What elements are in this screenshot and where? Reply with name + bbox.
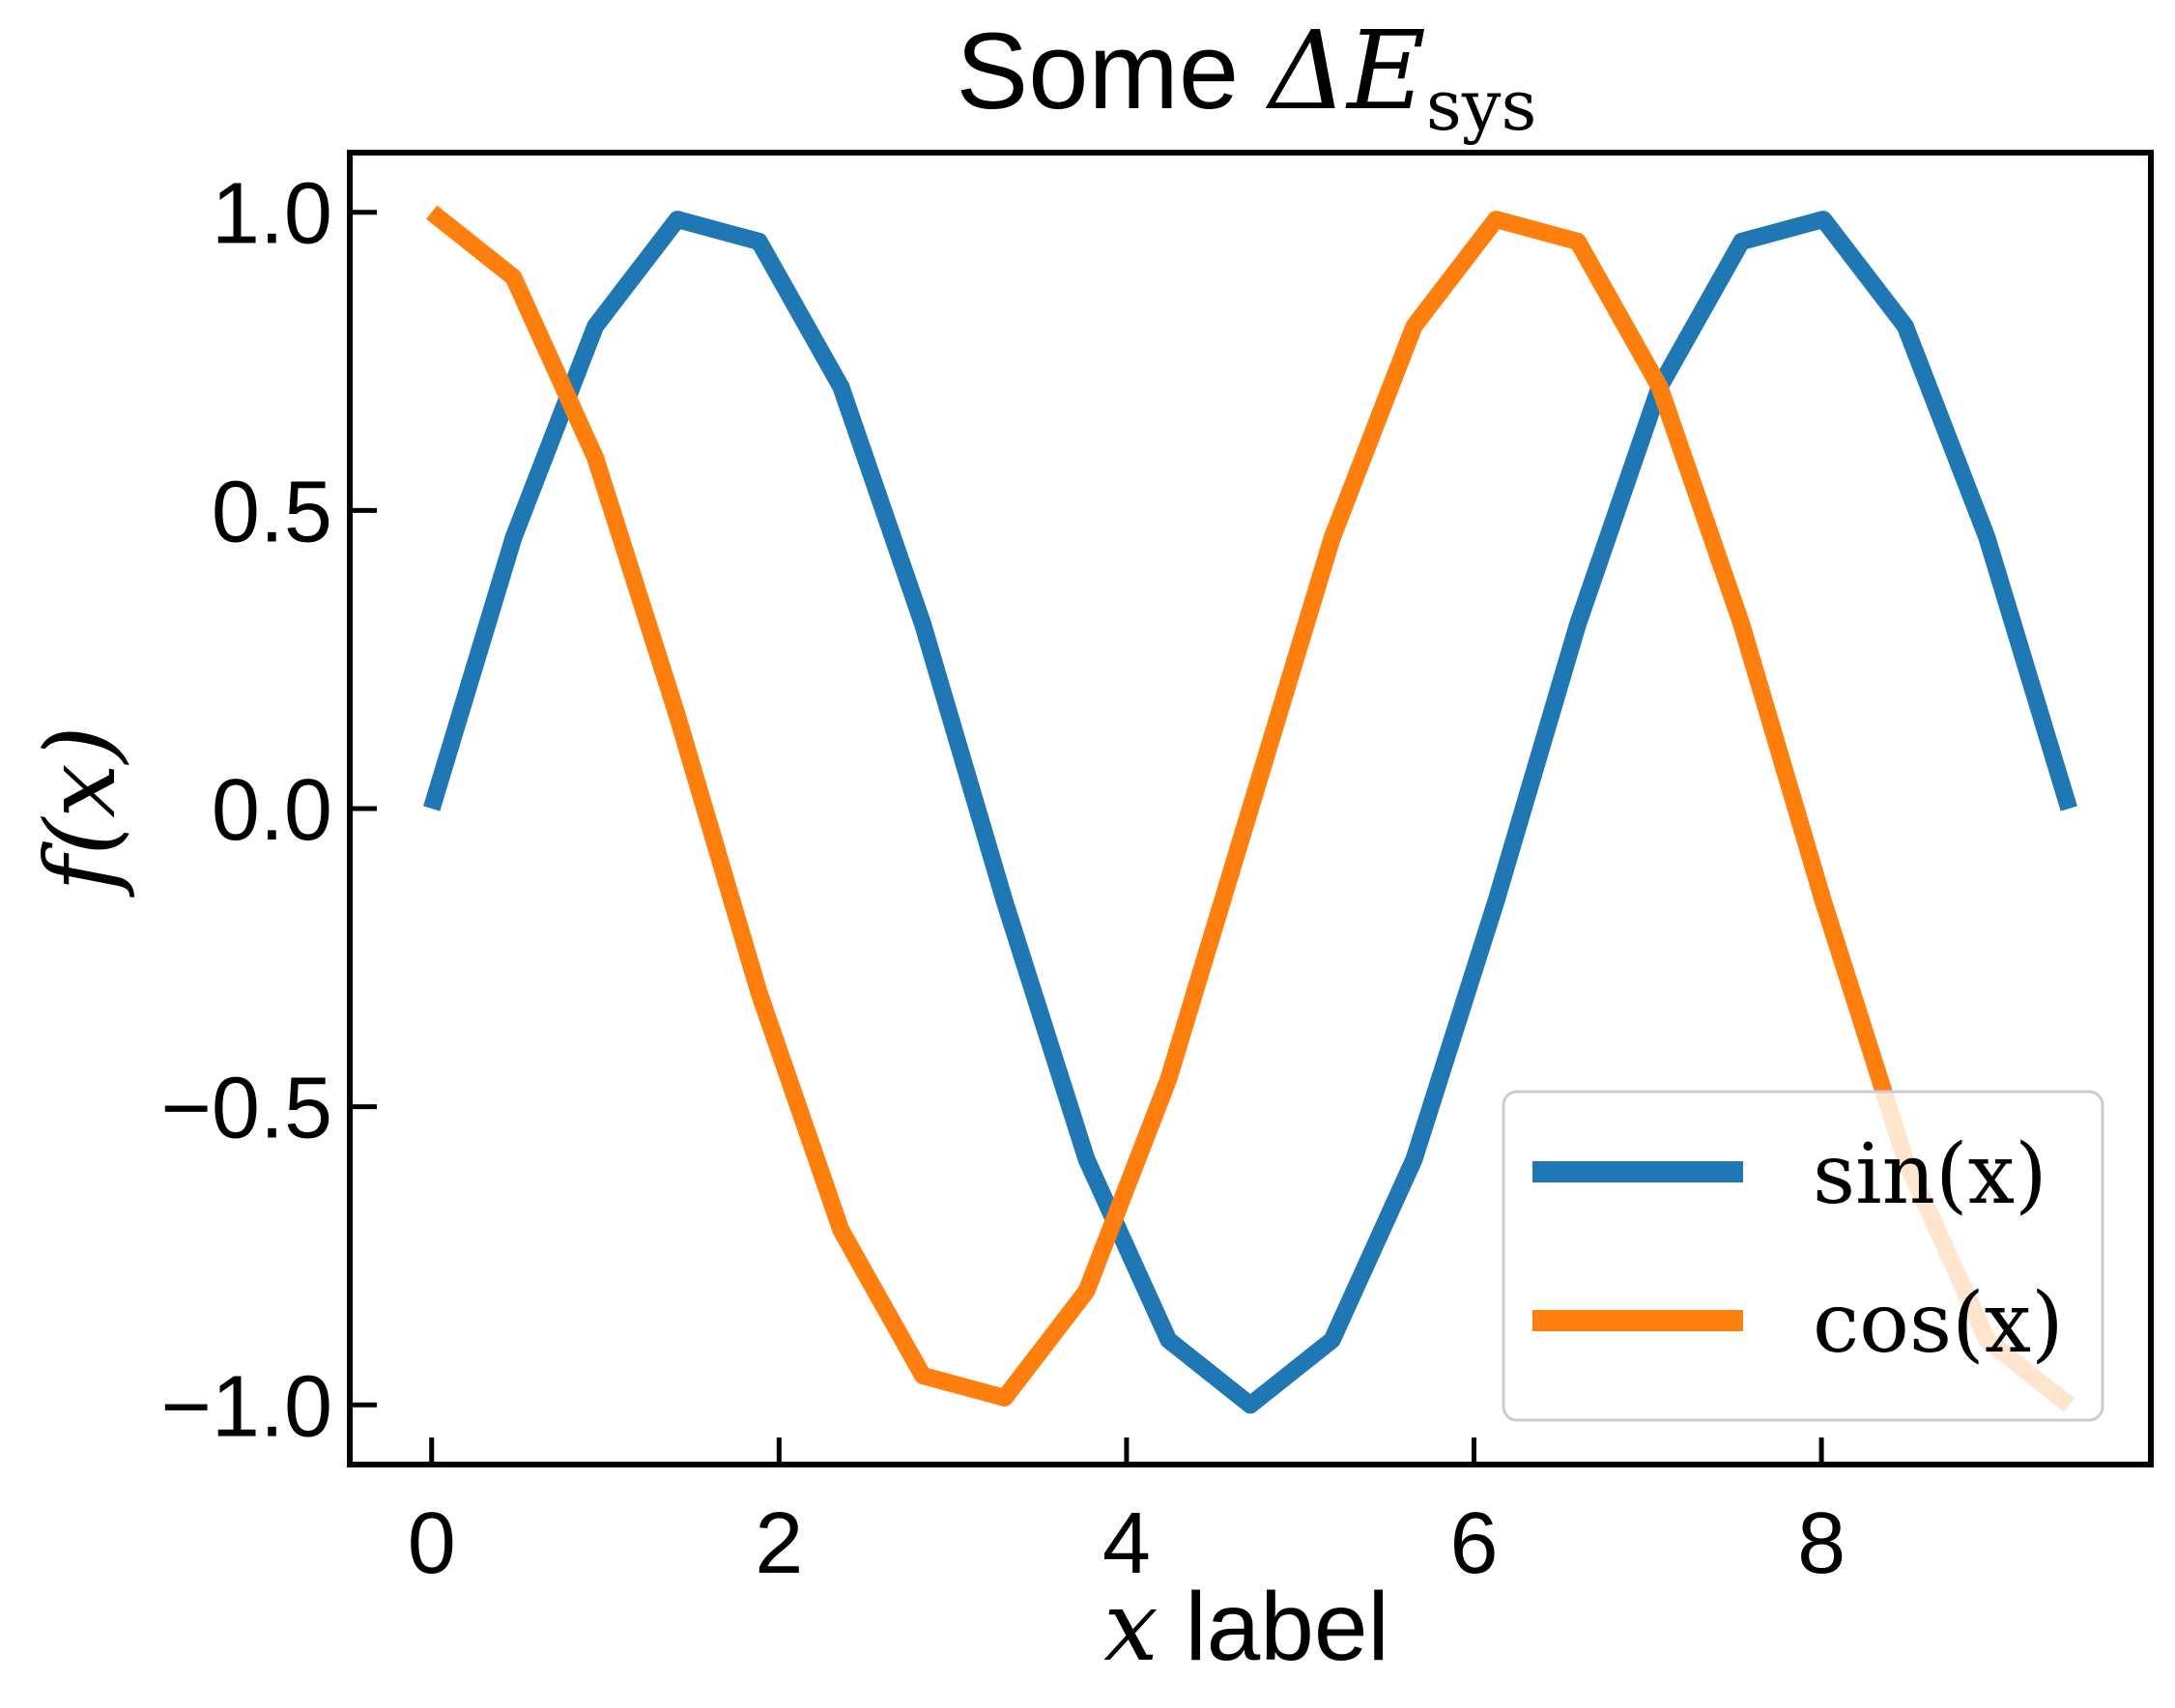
- y-tick-label: 1.0: [212, 166, 332, 263]
- y-axis-ticks: −1.0 −0.5 0.0 0.5 1.0: [160, 166, 377, 1455]
- legend: sin(x) cos(x): [1502, 1090, 2104, 1422]
- chart-title-math: ΔE: [1265, 9, 1426, 134]
- x-axis-label: x label: [1103, 1570, 1388, 1683]
- y-tick-label: −1.0: [160, 1358, 332, 1455]
- y-tick-label: 0.5: [212, 464, 332, 560]
- series-line-0: [423, 211, 2077, 1414]
- x-tick-label: 6: [1449, 1495, 1498, 1592]
- series-layer: [423, 205, 2077, 1414]
- y-axis-label: f(x): [24, 726, 137, 897]
- x-tick-label: 4: [1102, 1495, 1151, 1592]
- x-tick-label: 0: [408, 1495, 456, 1592]
- chart-title: Some ΔEsys: [957, 9, 1537, 146]
- x-axis-ticks: 0 2 4 6 8: [408, 1438, 1846, 1592]
- legend-label-sin: sin(x): [1813, 1126, 2047, 1223]
- legend-label-cos: cos(x): [1813, 1275, 2064, 1372]
- x-tick-label: 2: [755, 1495, 803, 1592]
- chart-title-subscript: sys: [1426, 65, 1537, 146]
- x-axis-label-math: x: [1103, 1570, 1158, 1683]
- y-tick-label: −0.5: [160, 1061, 332, 1157]
- x-axis-label-text: label: [1159, 1573, 1389, 1681]
- chart-title-prefix: Some: [957, 11, 1270, 131]
- y-tick-label: 0.0: [212, 762, 332, 859]
- series-line-1: [426, 205, 2075, 1412]
- x-tick-label: 8: [1797, 1495, 1846, 1592]
